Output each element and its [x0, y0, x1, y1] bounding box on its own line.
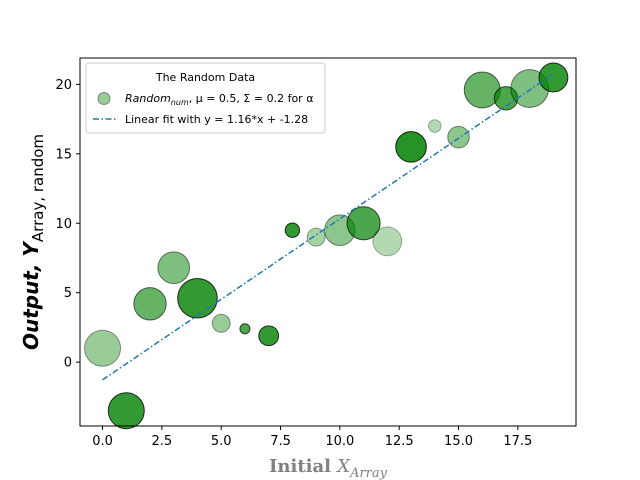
fit-line: [102, 73, 554, 381]
scatter-point-15: [447, 125, 470, 149]
x-tick-label-6: 15.0: [444, 434, 473, 449]
y-tick-label-0: 0: [64, 356, 72, 371]
legend-scatter-label-subscript: num: [171, 98, 189, 107]
x-tick-label-3: 7.5: [270, 434, 291, 449]
scatter-point-11: [346, 206, 381, 241]
x-tick-label-2: 5.0: [211, 434, 232, 449]
y-axis-label: Output, YArray, random: [19, 134, 47, 350]
x-tick-label-4: 10.0: [325, 434, 354, 449]
legend-scatter-label-rest: , μ = 0.5, Σ = 0.2 for α: [189, 92, 314, 105]
y-tick-label-1: 5: [64, 286, 72, 301]
scatter-point-13: [395, 131, 427, 163]
legend-scatter-label: Randomnum, μ = 0.5, Σ = 0.2 for α: [125, 92, 313, 107]
scatter-point-5: [211, 313, 231, 333]
scatter-point-8: [284, 222, 301, 238]
legend-scatter-label-symbol: Random: [125, 92, 171, 105]
x-tick-label-5: 12.5: [385, 434, 414, 449]
x-axis-label-symbol: X: [335, 456, 351, 477]
scatter-point-1: [107, 392, 145, 430]
x-tick-label-7: 17.5: [503, 434, 532, 449]
y-axis-label-subscript: Array, random: [29, 134, 47, 242]
y-axis-label-main: Output, Y: [19, 240, 43, 350]
legend-scatter-marker: [97, 92, 111, 105]
scatter-point-2: [133, 287, 167, 321]
fit-line-layer: [102, 73, 554, 381]
x-axis-label-main: Initial: [269, 456, 337, 477]
x-axis-label: Initial XArray: [269, 456, 388, 480]
x-tick-label-0: 0.0: [92, 434, 113, 449]
y-tick-label-4: 20: [55, 78, 72, 93]
scatter-point-14: [427, 119, 442, 133]
scatter-point-3: [157, 251, 191, 285]
scatter-point-7: [258, 325, 280, 347]
legend-box: [85, 62, 326, 134]
legend-line-label: Linear fit with y = 1.16*x + -1.28: [125, 113, 308, 126]
scatter-point-4: [177, 277, 218, 319]
x-axis-ticks: 0.0 2.5 5.0 7.5 10.0 12.5 15.0 17.5: [92, 426, 532, 449]
scatter-point-19: [538, 62, 569, 93]
x-axis-label-subscript: Array: [349, 466, 388, 480]
legend-title: The Random Data: [155, 71, 255, 84]
scatter-point-0: [84, 329, 122, 367]
scatter-point-6: [239, 323, 251, 335]
plot-frame: [79, 57, 577, 427]
legend: The Random Data Randomnum, μ = 0.5, Σ = …: [85, 62, 326, 134]
x-tick-label-1: 2.5: [152, 434, 173, 449]
y-axis-ticks: 0 5 10 15 20: [55, 78, 80, 371]
scatter-point-12: [372, 226, 403, 257]
y-tick-label-3: 15: [55, 147, 72, 162]
y-tick-label-2: 10: [55, 217, 72, 232]
